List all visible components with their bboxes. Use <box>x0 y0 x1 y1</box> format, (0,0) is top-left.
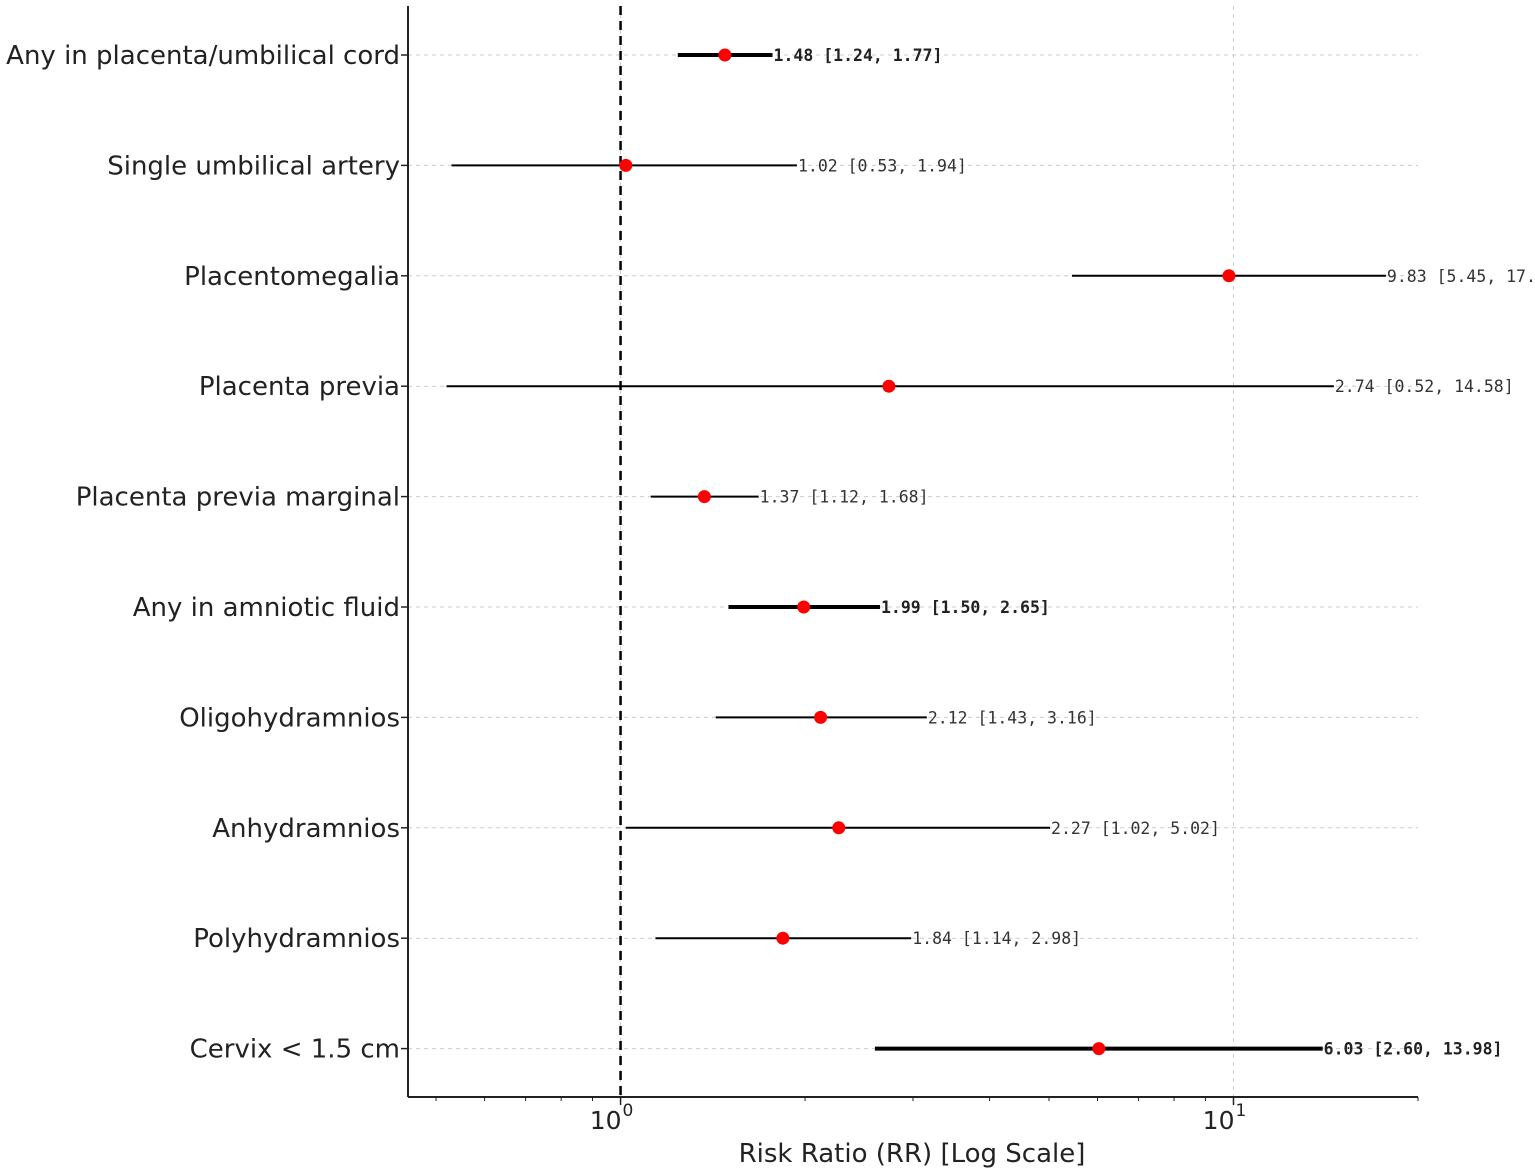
row-any-in-placenta-umbilical-cord-label: Any in placenta/umbilical cord <box>6 41 400 71</box>
row-placentomegalia-label: Placentomegalia <box>184 262 400 292</box>
row-placenta-previa-marginal-label: Placenta previa marginal <box>76 483 400 513</box>
row-polyhydramnios-label: Polyhydramnios <box>193 924 400 954</box>
row-any-in-amniotic-fluid-point <box>797 600 811 614</box>
row-placenta-previa-marginal-estimate-text: 1.37 [1.12, 1.68] <box>760 488 929 507</box>
row-cervix-1-5-cm-estimate-text: 6.03 [2.60, 13.98] <box>1324 1040 1503 1059</box>
row-anhydramnios-label: Anhydramnios <box>212 814 400 844</box>
row-label-layer: Any in placenta/umbilical cord Single umb… <box>6 41 400 1065</box>
row-single-umbilical-artery-estimate-text: 1.02 [0.53, 1.94] <box>798 156 967 175</box>
row-placentomegalia-point <box>1222 269 1236 283</box>
row-any-in-amniotic-fluid-estimate-text: 1.99 [1.50, 2.65] <box>881 598 1050 617</box>
point-layer <box>619 48 1236 1056</box>
row-polyhydramnios-point <box>776 931 790 945</box>
row-oligohydramnios-point <box>814 710 828 724</box>
row-anhydramnios-point <box>832 821 846 835</box>
x-axis-title: Risk Ratio (RR) [Log Scale] <box>739 1139 1086 1169</box>
row-any-in-amniotic-fluid-label: Any in amniotic fluid <box>133 593 400 623</box>
row-oligohydramnios-label: Oligohydramnios <box>179 703 400 733</box>
row-placentomegalia-estimate-text: 9.83 [5.45, 17.73] <box>1387 267 1535 286</box>
x-tick-label-base: 10 <box>590 1106 622 1135</box>
confidence-interval-layer: 1.48 [1.24, 1.77] 1.02 [0.53, 1.94] 9.83 [… <box>446 46 1535 1059</box>
x-tick-label-base: 10 <box>1203 1106 1235 1135</box>
row-placenta-previa-label: Placenta previa <box>199 372 400 402</box>
row-single-umbilical-artery-point <box>619 158 633 172</box>
row-oligohydramnios-estimate-text: 2.12 [1.43, 3.16] <box>928 708 1097 727</box>
row-placenta-previa-estimate-text: 2.74 [0.52, 14.58] <box>1335 377 1514 396</box>
row-cervix-1-5-cm-point <box>1092 1042 1106 1056</box>
row-cervix-1-5-cm-label: Cervix < 1.5 cm <box>190 1035 400 1065</box>
axis-layer: 10 0 10 1 <box>401 6 1419 1135</box>
x-tick-label-exponent: 1 <box>1235 1101 1246 1121</box>
row-placenta-previa-marginal-point <box>697 490 711 504</box>
row-any-in-placenta-umbilical-cord-estimate-text: 1.48 [1.24, 1.77] <box>774 46 943 65</box>
row-single-umbilical-artery-label: Single umbilical artery <box>107 151 400 181</box>
row-polyhydramnios-estimate-text: 1.84 [1.14, 2.98] <box>912 929 1081 948</box>
x-tick-label-exponent: 0 <box>623 1101 634 1121</box>
row-placenta-previa-point <box>882 379 896 393</box>
row-any-in-placenta-umbilical-cord-point <box>718 48 732 62</box>
row-anhydramnios-estimate-text: 2.27 [1.02, 5.02] <box>1051 819 1220 838</box>
